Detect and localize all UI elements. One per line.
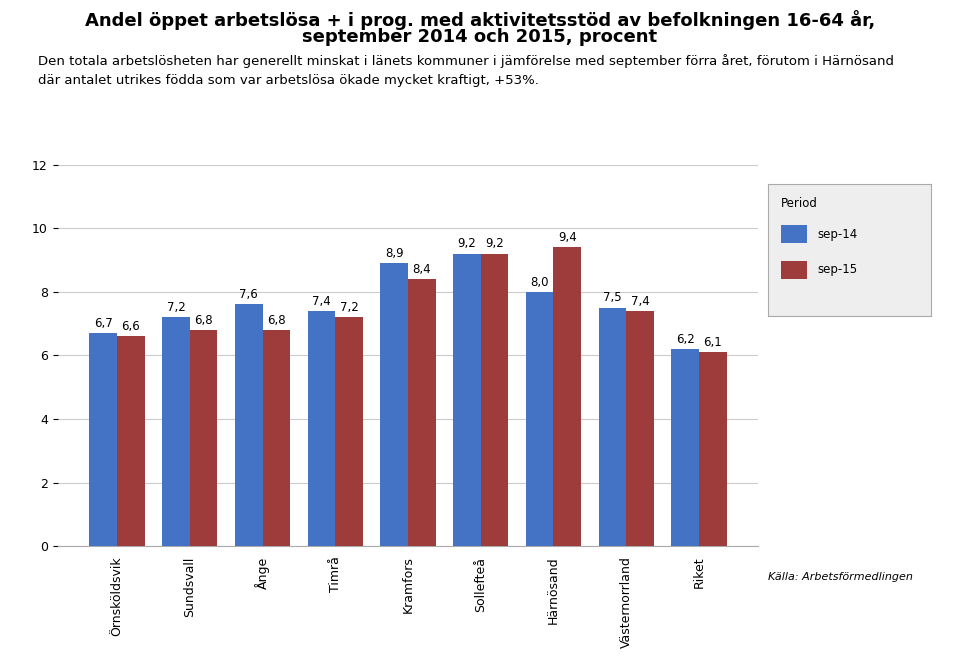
Text: Källa: Arbetsförmedlingen: Källa: Arbetsförmedlingen xyxy=(768,572,913,582)
Bar xyxy=(481,253,509,546)
Bar xyxy=(190,330,218,546)
Text: Period: Period xyxy=(781,197,818,211)
Bar xyxy=(89,333,117,546)
Text: 6,6: 6,6 xyxy=(122,320,140,333)
Text: september 2014 och 2015, procent: september 2014 och 2015, procent xyxy=(302,28,658,45)
Bar xyxy=(671,349,699,546)
Bar xyxy=(335,317,363,546)
Bar xyxy=(162,317,190,546)
Text: 9,2: 9,2 xyxy=(485,238,504,251)
Text: 8,4: 8,4 xyxy=(413,263,431,276)
Bar xyxy=(380,263,408,546)
Text: 7,6: 7,6 xyxy=(239,288,258,301)
Bar xyxy=(554,247,581,546)
Bar xyxy=(262,330,290,546)
Text: 9,2: 9,2 xyxy=(458,238,476,251)
Bar xyxy=(235,305,262,546)
Text: 7,4: 7,4 xyxy=(631,295,649,308)
Text: 6,7: 6,7 xyxy=(94,317,112,330)
Text: 6,8: 6,8 xyxy=(194,314,213,327)
Text: 6,1: 6,1 xyxy=(704,336,722,349)
Bar xyxy=(699,352,727,546)
Text: sep-14: sep-14 xyxy=(817,228,857,241)
Bar xyxy=(453,253,481,546)
Bar xyxy=(307,311,335,546)
Bar xyxy=(598,308,626,546)
Text: 7,4: 7,4 xyxy=(312,295,331,308)
Text: 6,2: 6,2 xyxy=(676,333,694,346)
Bar xyxy=(408,279,436,546)
Bar xyxy=(526,291,554,546)
Bar xyxy=(781,261,807,279)
Text: 7,2: 7,2 xyxy=(167,301,185,314)
Text: Den totala arbetslösheten har generellt minskat i länets kommuner i jämförelse m: Den totala arbetslösheten har generellt … xyxy=(38,54,895,87)
Text: 7,2: 7,2 xyxy=(340,301,358,314)
Text: 8,9: 8,9 xyxy=(385,247,403,260)
Text: 9,4: 9,4 xyxy=(558,231,577,244)
Text: 6,8: 6,8 xyxy=(267,314,286,327)
Bar xyxy=(117,336,145,546)
Text: 7,5: 7,5 xyxy=(603,291,622,305)
Text: Andel öppet arbetslösa + i prog. med aktivitetsstöd av befolkningen 16-64 år,: Andel öppet arbetslösa + i prog. med akt… xyxy=(84,10,876,30)
Text: 8,0: 8,0 xyxy=(530,276,549,288)
Bar xyxy=(626,311,654,546)
Text: sep-15: sep-15 xyxy=(817,263,857,276)
Bar xyxy=(781,225,807,243)
